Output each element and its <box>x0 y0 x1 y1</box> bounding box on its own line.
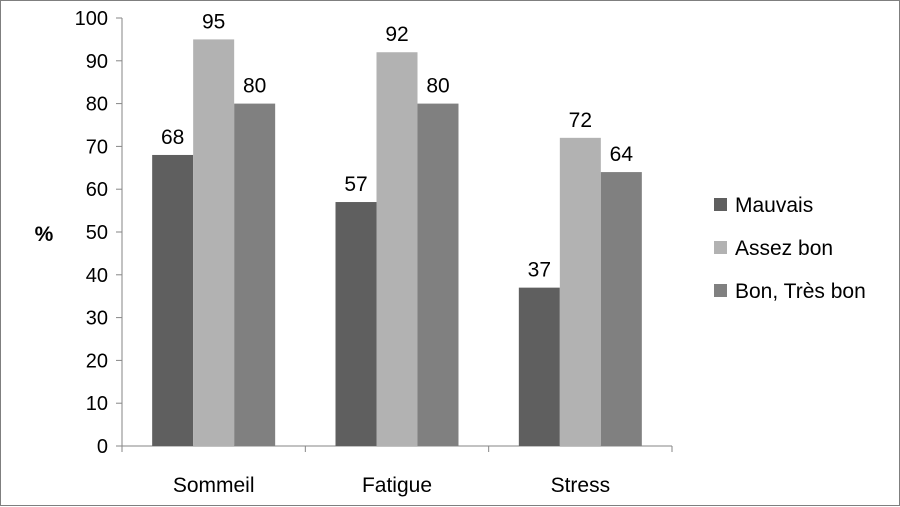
data-label: 64 <box>610 143 634 166</box>
data-label: 92 <box>385 23 408 46</box>
y-tick-label: 40 <box>86 265 108 287</box>
y-tick-label: 60 <box>86 179 108 201</box>
y-tick-label: 100 <box>75 8 108 30</box>
x-category-label: Stress <box>551 474 611 497</box>
y-tick-label: 0 <box>97 436 108 458</box>
y-tick-label: 70 <box>86 136 108 158</box>
data-label: 37 <box>528 259 551 282</box>
legend-label: Bon, Très bon <box>735 280 866 303</box>
data-label: 72 <box>569 109 592 132</box>
y-axis-title: % <box>35 223 54 246</box>
legend-swatch <box>714 284 727 297</box>
bar <box>600 172 642 446</box>
legend-label: Mauvais <box>735 194 813 217</box>
x-category-label: Sommeil <box>173 474 255 497</box>
data-label: 57 <box>344 173 367 196</box>
bar <box>152 154 194 446</box>
data-labels: 68 95 80 57 92 80 37 72 64 <box>161 10 633 281</box>
data-label: 95 <box>202 10 225 33</box>
legend-swatch <box>714 198 727 211</box>
y-tick-label: 30 <box>86 308 108 330</box>
axes: 0 10 20 30 40 50 60 70 80 90 100 Sommeil Fatigue Stre… <box>75 8 673 497</box>
bars <box>152 39 642 447</box>
y-tick-label: 20 <box>86 350 108 372</box>
y-tick-label: 10 <box>86 393 108 415</box>
x-category-label: Fatigue <box>362 474 432 497</box>
legend-swatch <box>714 241 727 254</box>
data-label: 80 <box>426 75 449 98</box>
bar <box>559 137 601 446</box>
bar <box>376 52 418 447</box>
data-label: 68 <box>161 126 184 149</box>
legend: Mauvais Assez bon Bon, Très bon <box>714 194 866 303</box>
y-tick-label: 50 <box>86 222 108 244</box>
legend-label: Assez bon <box>735 237 833 260</box>
bar <box>417 103 459 446</box>
y-tick-label: 80 <box>86 94 108 116</box>
bar <box>234 103 276 446</box>
bar <box>518 287 560 446</box>
bar <box>335 202 377 446</box>
y-tick-label: 90 <box>86 51 108 73</box>
bar <box>193 39 235 447</box>
data-label: 80 <box>243 75 266 98</box>
